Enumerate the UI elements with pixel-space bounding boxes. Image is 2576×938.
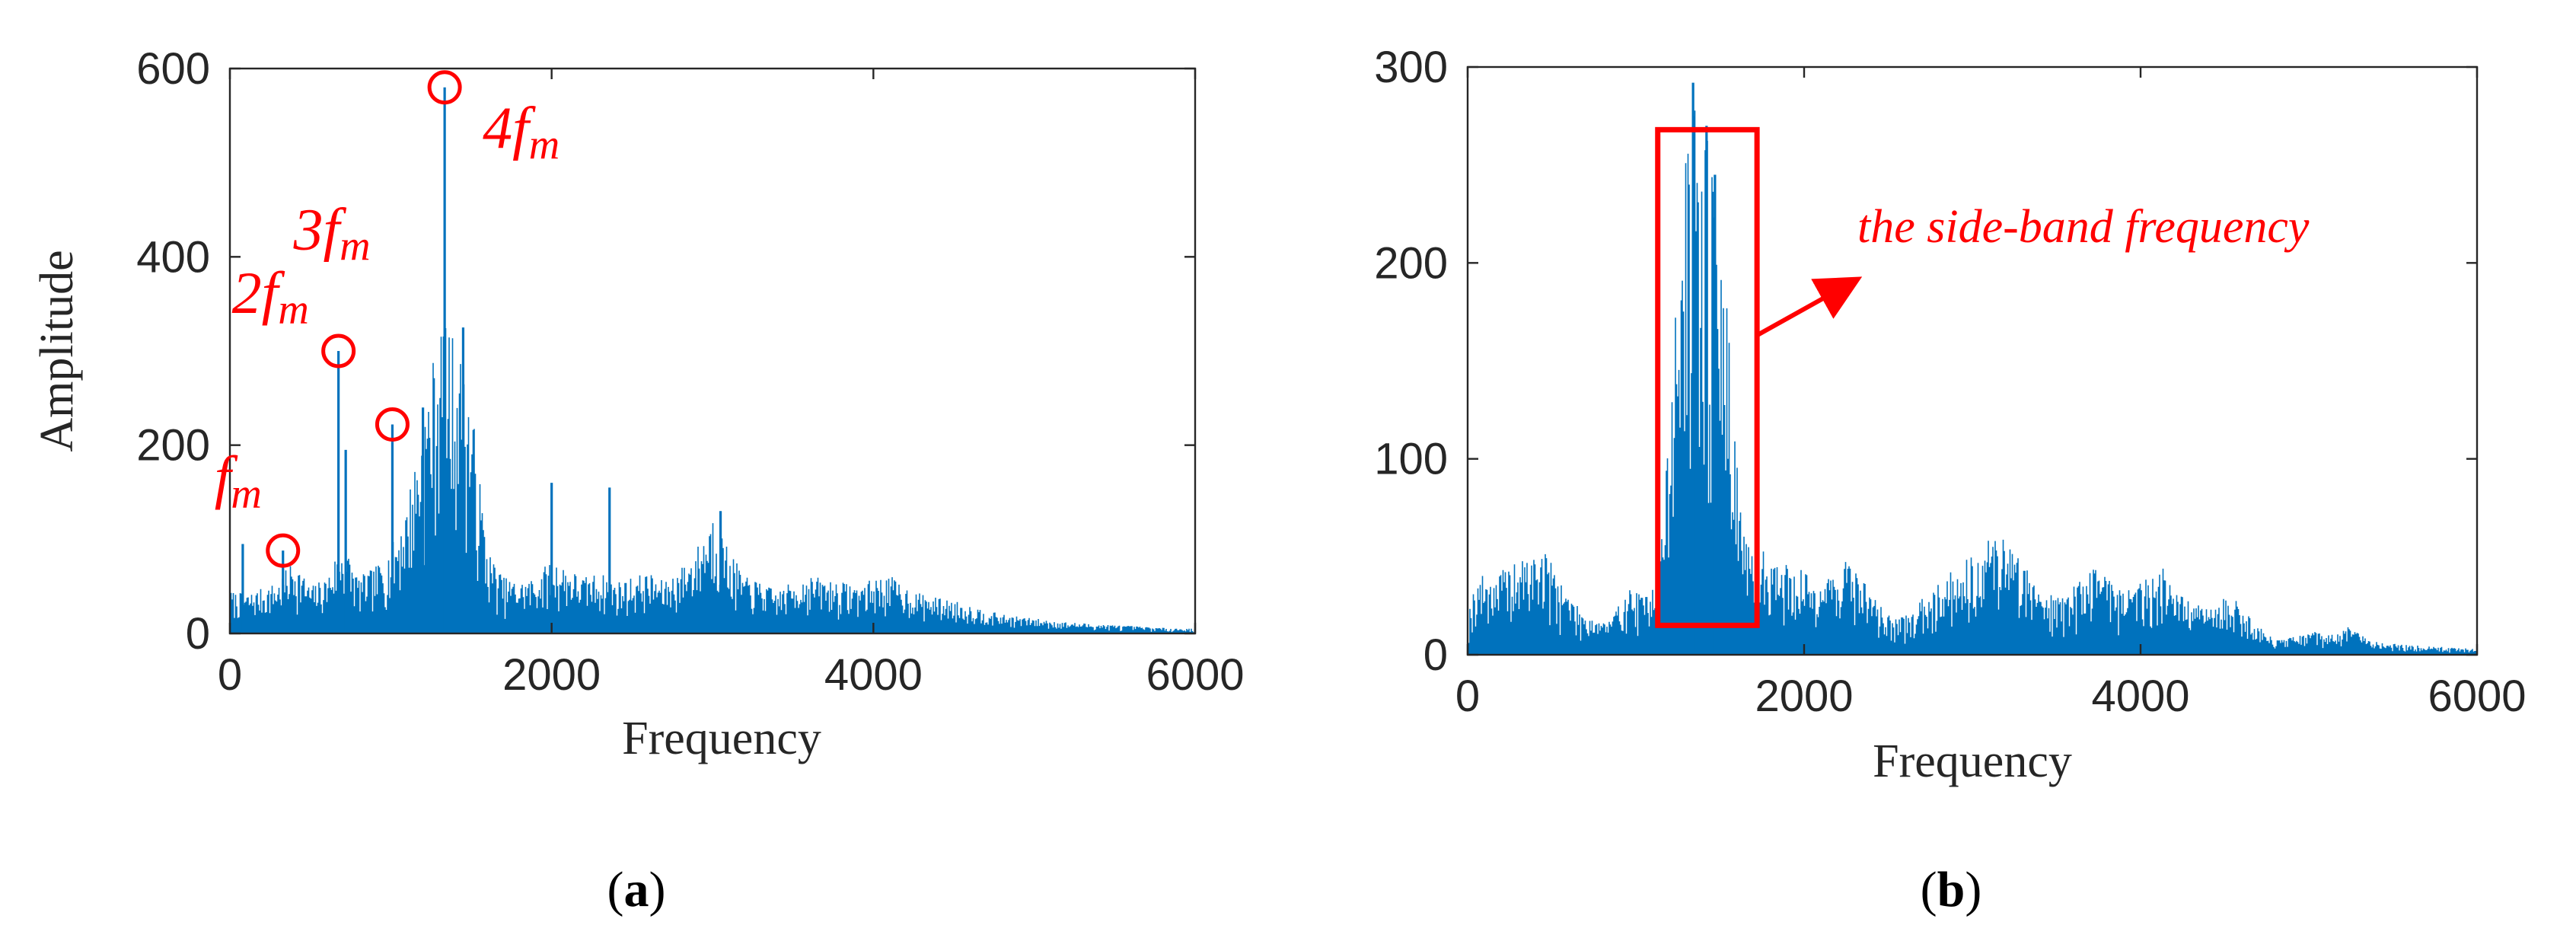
a-harmonic-base-1: 2f <box>232 260 285 326</box>
b-sideband-label: the side-band frequency <box>1857 201 2310 253</box>
a-harmonic-base-3: 4f <box>483 95 536 161</box>
a-xtick-label-2: 4000 <box>824 650 923 700</box>
a-peak-circle-3 <box>427 70 462 105</box>
panel-b-label-letter: b <box>1937 862 1965 917</box>
b-ytick-label-2: 200 <box>1374 238 1448 288</box>
b-ytick-label-3: 300 <box>1374 43 1448 92</box>
panel-b-label: (b) <box>1921 862 1982 917</box>
a-harmonic-sub-0: m <box>231 471 261 518</box>
panel-b-plot-area <box>1467 82 2478 655</box>
panel-b-xlabel: Frequency <box>1873 735 2072 787</box>
a-peak-circle-0 <box>266 533 301 568</box>
a-ytick-label-0: 0 <box>186 609 210 659</box>
a-harmonic-sub-3: m <box>529 122 560 169</box>
panel-b-axes-frame <box>1466 65 2479 656</box>
a-ytick-label-3: 600 <box>136 44 210 94</box>
a-xtick-label-1: 2000 <box>502 650 601 700</box>
b-sideband-arrow <box>1755 276 1863 337</box>
a-harmonic-base-2: 3f <box>292 196 346 262</box>
panel-a-axes-frame <box>228 67 1197 635</box>
panel-a-label: (a) <box>607 862 666 917</box>
b-xtick-label-2: 4000 <box>2091 672 2189 721</box>
panel-a-label-open: ( <box>607 862 624 917</box>
a-harmonic-label-0: fm <box>215 444 262 518</box>
b-spectrum-trace <box>1467 110 2478 655</box>
panel-a: 0 2000 4000 6000 0 200 400 600 Amplitude Freque… <box>31 44 1245 917</box>
b-xtick-label-0: 0 <box>1455 672 1480 721</box>
panel-b-ticks: 0 2000 4000 6000 0 100 200 300 <box>1374 43 2526 721</box>
panel-a-ticks: 0 2000 4000 6000 0 200 400 600 <box>136 44 1244 700</box>
a-peak-circle-1 <box>321 333 356 368</box>
panel-a-label-letter: a <box>624 862 649 917</box>
panel-b-annotations: the side-band frequency <box>1655 126 2310 628</box>
panel-b-label-close: ) <box>1965 862 1981 917</box>
panel-a-plot-area <box>229 87 1196 633</box>
a-xtick-label-0: 0 <box>218 650 242 700</box>
a-harmonic-sub-1: m <box>278 286 308 333</box>
a-harmonic-label-1: 2fm <box>232 260 309 333</box>
a-harmonic-sub-2: m <box>340 222 370 270</box>
b-xtick-label-1: 2000 <box>1755 672 1853 721</box>
panel-a-label-close: ) <box>649 862 666 917</box>
a-ytick-label-1: 200 <box>136 421 210 471</box>
a-spectrum-trace <box>229 328 1196 633</box>
panel-b: 0 2000 4000 6000 0 100 200 300 Frequency the si… <box>1374 43 2526 917</box>
b-ytick-label-1: 100 <box>1374 435 1448 484</box>
b-ytick-label-0: 0 <box>1423 630 1448 680</box>
panel-a-ylabel: Amplitude <box>31 250 83 451</box>
a-xtick-label-3: 6000 <box>1146 650 1244 700</box>
panel-a-xlabel: Frequency <box>622 713 821 764</box>
a-harmonic-label-2: 3fm <box>292 196 370 270</box>
a-ytick-label-2: 400 <box>136 232 210 282</box>
b-xtick-label-3: 6000 <box>2428 672 2526 721</box>
a-peak-circle-2 <box>375 407 410 442</box>
panel-b-label-open: ( <box>1921 862 1937 917</box>
a-harmonic-label-3: 4fm <box>483 95 560 169</box>
b-sideband-highlight-box <box>1655 126 1760 628</box>
